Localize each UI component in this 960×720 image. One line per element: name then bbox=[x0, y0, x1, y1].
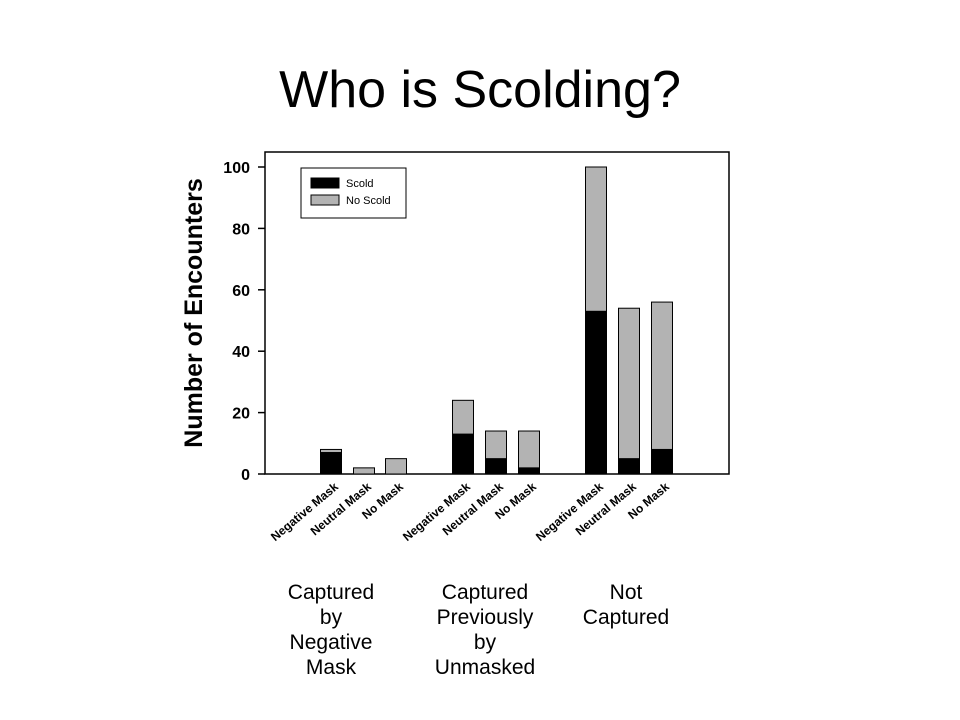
group-label-line: Captured bbox=[441, 581, 529, 604]
y-tick-label: 0 bbox=[241, 467, 250, 484]
group-label-line: by bbox=[319, 606, 343, 629]
bar-no-scold bbox=[618, 307, 640, 460]
group-label-line: Negative bbox=[289, 631, 373, 654]
group-label: Captured Previously by Unmasked bbox=[395, 580, 575, 680]
y-tick-label: 100 bbox=[223, 160, 250, 177]
y-tick-label: 60 bbox=[232, 283, 250, 300]
bar-scold bbox=[320, 452, 342, 475]
group-label-line: Previously bbox=[436, 606, 534, 629]
legend-swatch-scold bbox=[310, 177, 340, 189]
bar-no-scold bbox=[518, 430, 540, 469]
bar-scold bbox=[651, 448, 673, 475]
legend-label: Scold bbox=[346, 178, 374, 190]
y-tick-label: 80 bbox=[232, 221, 250, 238]
group-label-line: Captured bbox=[582, 606, 670, 629]
y-tick-label: 20 bbox=[232, 406, 250, 423]
bar-no-scold bbox=[320, 448, 342, 454]
group-label-line: Unmasked bbox=[434, 656, 536, 679]
group-label-line: Captured bbox=[287, 581, 375, 604]
y-tick-label: 40 bbox=[232, 344, 250, 361]
legend-box bbox=[300, 167, 407, 219]
bar-no-scold bbox=[452, 399, 474, 435]
bar-no-scold bbox=[385, 458, 407, 475]
bar-no-scold bbox=[585, 166, 607, 312]
bar-scold bbox=[518, 467, 540, 475]
group-label: Captured by Negative Mask bbox=[241, 580, 421, 680]
bar-no-scold bbox=[651, 301, 673, 450]
legend-label: No Scold bbox=[346, 195, 391, 207]
bar-scold bbox=[618, 458, 640, 475]
group-label-line: Not bbox=[609, 581, 643, 604]
group-label-line: by bbox=[473, 631, 497, 654]
bar-no-scold bbox=[353, 467, 375, 475]
slide-title: Who is Scolding? bbox=[279, 61, 681, 119]
group-label: Not Captured bbox=[536, 580, 716, 630]
bar-scold bbox=[452, 433, 474, 475]
bar-no-scold bbox=[485, 430, 507, 460]
y-axis-label: Number of Encounters bbox=[180, 178, 208, 447]
bar-scold bbox=[585, 310, 607, 475]
group-label-line: Mask bbox=[305, 656, 357, 679]
bar-scold bbox=[485, 458, 507, 475]
legend-swatch-no-scold bbox=[310, 194, 340, 206]
